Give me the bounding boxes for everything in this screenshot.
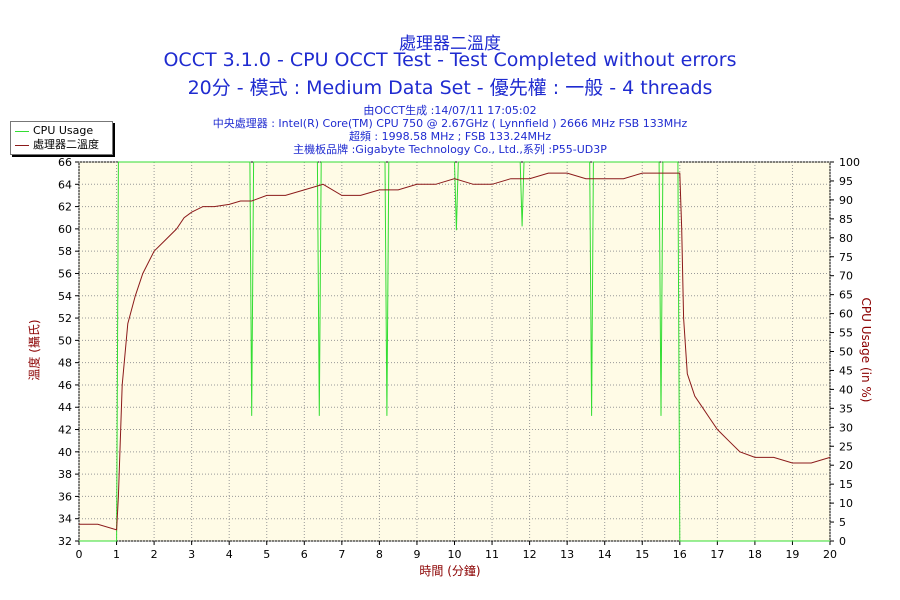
x-tick-label: 12 [523, 548, 537, 561]
y-right-tick-label: 5 [839, 516, 846, 529]
cpu-info: 中央處理器 : Intel(R) Core(TM) CPU 750 @ 2.67… [212, 117, 688, 130]
y-left-tick-label: 66 [58, 156, 72, 169]
x-tick-label: 16 [673, 548, 687, 561]
y-right-tick-label: 65 [839, 289, 853, 302]
motherboard-info: 主機板品牌 :Gigabyte Technology Co., Ltd.,系列 … [293, 143, 607, 156]
x-tick-label: 7 [338, 548, 345, 561]
x-tick-label: 1 [113, 548, 120, 561]
y-left-tick-label: 58 [58, 245, 72, 258]
test-mode-title: 20分 - 模式 : Medium Data Set - 優先權 : 一般 - … [187, 77, 713, 99]
y-right-tick-label: 80 [839, 232, 853, 245]
y-right-tick-label: 100 [839, 156, 860, 169]
grid-lines [78, 161, 831, 542]
y-left-tick-label: 40 [58, 446, 72, 459]
y-right-tick-label: 35 [839, 402, 853, 415]
y-axis-right-label: CPU Usage (in %) [859, 297, 873, 403]
y-left-tick-label: 50 [58, 334, 72, 347]
y-right-tick-label: 95 [839, 175, 853, 188]
y-left-tick-label: 60 [58, 223, 72, 236]
x-tick-label: 13 [560, 548, 574, 561]
x-tick-label: 3 [188, 548, 195, 561]
y-left-tick-label: 56 [58, 267, 72, 280]
y-right-tick-label: 20 [839, 459, 853, 472]
x-tick-label: 4 [226, 548, 233, 561]
legend-entry-temperature: 處理器二溫度 [15, 138, 99, 151]
y-left-tick-label: 46 [58, 379, 72, 392]
x-axis-ticks: 0 1 2 3 4 5 6 7 8 9 10 11 12 13 14 15 16 17 18 19 20 [76, 541, 837, 561]
y-left-tick-label: 32 [58, 535, 72, 548]
y-right-tick-label: 25 [839, 440, 853, 453]
cpu-usage-line [79, 161, 830, 542]
test-summary-title: OCCT 3.1.0 - CPU OCCT Test - Test Comple… [163, 49, 737, 71]
x-tick-label: 6 [301, 548, 308, 561]
y-right-tick-label: 0 [839, 535, 846, 548]
left-axis-ticks: 32 34 36 38 40 42 44 46 48 50 52 54 56 58 60 62 64 66 [58, 156, 79, 548]
y-left-tick-label: 36 [58, 490, 72, 503]
y-right-tick-label: 60 [839, 308, 853, 321]
y-left-tick-label: 38 [58, 468, 72, 481]
legend: CPU Usage 處理器二溫度 [10, 121, 113, 155]
x-tick-label: 9 [413, 548, 420, 561]
x-tick-label: 20 [823, 548, 837, 561]
x-tick-label: 2 [151, 548, 158, 561]
x-tick-label: 10 [448, 548, 462, 561]
y-left-tick-label: 48 [58, 357, 72, 370]
x-tick-label: 11 [485, 548, 499, 561]
y-left-tick-label: 64 [58, 178, 72, 191]
y-right-tick-label: 15 [839, 478, 853, 491]
legend-label-cpu-usage: CPU Usage [33, 124, 94, 137]
y-axis-left-label: 溫度 (攝氏) [27, 319, 42, 381]
x-tick-label: 5 [263, 548, 270, 561]
y-left-tick-label: 44 [58, 401, 72, 414]
x-tick-label: 18 [748, 548, 762, 561]
legend-label-temperature: 處理器二溫度 [33, 138, 99, 151]
overclock-info: 超頻 : 1998.58 MHz ; FSB 133.24MHz [348, 130, 552, 143]
legend-swatch-temperature [15, 144, 29, 146]
y-left-tick-label: 54 [58, 290, 72, 303]
right-axis-ticks: 0 5 10 15 20 25 30 35 40 45 50 55 60 65 70 75 80 85 90 95 10… [830, 156, 860, 548]
y-right-tick-label: 30 [839, 421, 853, 434]
chart-title: 處理器二溫度 [399, 34, 501, 54]
y-left-tick-label: 42 [58, 424, 72, 437]
x-tick-label: 14 [598, 548, 612, 561]
y-right-tick-label: 70 [839, 270, 853, 283]
y-left-tick-label: 52 [58, 312, 72, 325]
y-left-tick-label: 34 [58, 513, 72, 526]
y-left-tick-label: 62 [58, 201, 72, 214]
temperature-line [79, 172, 831, 531]
x-tick-label: 8 [376, 548, 383, 561]
y-right-tick-label: 90 [839, 194, 853, 207]
x-tick-label: 17 [710, 548, 724, 561]
y-right-tick-label: 75 [839, 251, 853, 264]
x-tick-label: 0 [76, 548, 83, 561]
x-tick-label: 19 [785, 548, 799, 561]
y-right-tick-label: 10 [839, 497, 853, 510]
y-right-tick-label: 85 [839, 213, 853, 226]
y-right-tick-label: 40 [839, 383, 853, 396]
legend-entry-cpu-usage: CPU Usage [15, 124, 93, 137]
y-right-tick-label: 50 [839, 346, 853, 359]
y-right-tick-label: 45 [839, 364, 853, 377]
x-tick-label: 15 [635, 548, 649, 561]
x-axis-label: 時間 (分鐘) [419, 564, 481, 578]
generated-info: 由OCCT生成 :14/07/11 17:05:02 [363, 104, 537, 117]
y-right-tick-label: 55 [839, 327, 853, 340]
legend-swatch-cpu-usage [15, 130, 29, 132]
